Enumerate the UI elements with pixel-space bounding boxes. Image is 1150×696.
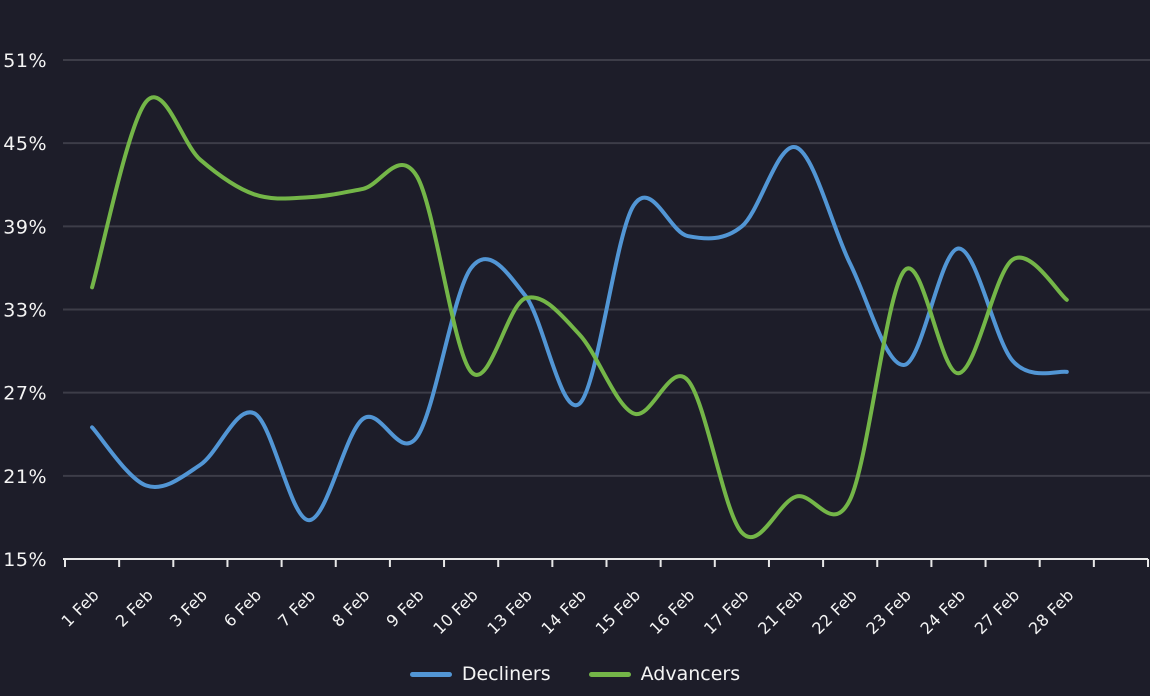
legend-label-advancers: Advancers [640, 663, 741, 685]
legend-item-advancers[interactable]: Advancers [588, 663, 741, 685]
series-line-decliners [90, 145, 1069, 523]
x-axis-label: 10 Feb [429, 585, 482, 638]
legend-label-decliners: Decliners [461, 663, 551, 685]
x-axis-label: 8 Feb [328, 585, 373, 630]
y-axis-label: 15% [3, 549, 47, 571]
y-axis-label: 51% [3, 50, 47, 72]
y-axis-label: 33% [3, 300, 47, 322]
x-axis-label: 23 Feb [862, 585, 915, 638]
x-axis-label: 6 Feb [220, 585, 265, 630]
advancers-line-swatch [588, 671, 631, 677]
x-axis-label: 1 Feb [58, 585, 103, 630]
legend-item-decliners[interactable]: Decliners [409, 663, 551, 685]
x-axis-label: 16 Feb [646, 585, 699, 638]
y-axis-label: 21% [3, 466, 47, 488]
chart-legend: Decliners Advancers [0, 660, 1150, 688]
x-axis-label: 13 Feb [483, 585, 536, 638]
x-axis-label: 2 Feb [112, 585, 157, 630]
x-axis-label: 14 Feb [538, 585, 591, 638]
x-axis-label: 9 Feb [382, 585, 427, 630]
decliners-line-swatch [409, 671, 452, 677]
x-axis-label: 17 Feb [700, 585, 753, 638]
x-axis-label: 3 Feb [166, 585, 211, 630]
y-axis-label: 39% [3, 216, 47, 238]
x-axis-label: 21 Feb [754, 585, 807, 638]
x-axis-label: 24 Feb [917, 585, 970, 638]
x-axis-label: 27 Feb [971, 585, 1024, 638]
x-axis-label: 7 Feb [274, 585, 319, 630]
x-axis-label: 28 Feb [1025, 585, 1078, 638]
series-line-advancers [90, 95, 1069, 539]
y-axis-label: 45% [3, 133, 47, 155]
x-axis-label: 22 Feb [808, 585, 861, 638]
y-axis-label: 27% [3, 383, 47, 405]
x-axis-label: 15 Feb [592, 585, 645, 638]
